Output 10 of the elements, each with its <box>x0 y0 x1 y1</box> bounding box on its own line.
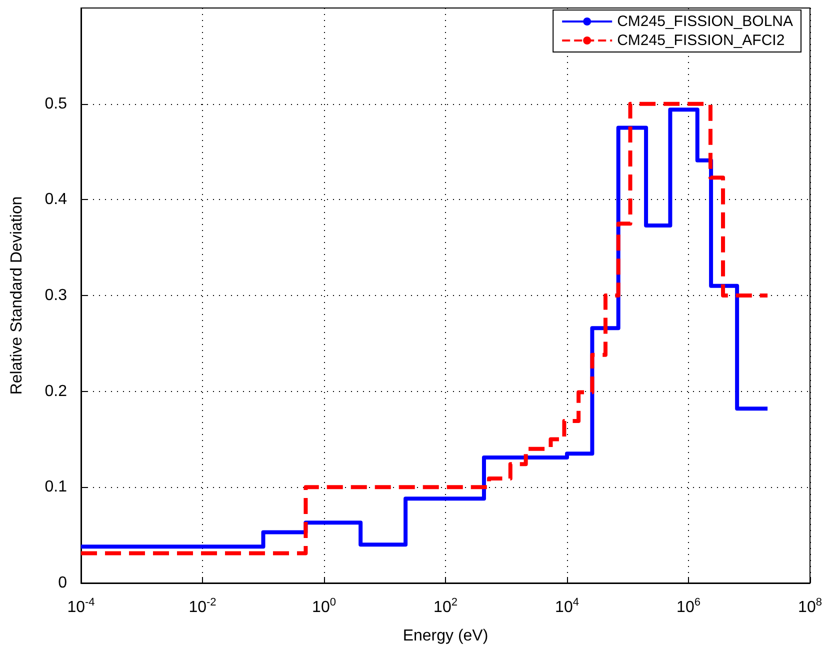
y-tick-label: 0.3 <box>44 287 68 304</box>
y-tick-label: 0.1 <box>44 478 68 496</box>
y-tick-label: 0.4 <box>44 191 68 208</box>
y-tick-label: 0.2 <box>44 382 68 400</box>
legend-label: CM245_FISSION_AFCI2 <box>617 32 785 49</box>
y-tick-label: 0.5 <box>44 95 68 112</box>
legend-label: CM245_FISSION_BOLNA <box>617 13 794 30</box>
y-axis-title: Relative Standard Deviation <box>8 196 26 395</box>
x-axis-title: Energy (eV) <box>402 628 488 644</box>
y-tick-label: 0 <box>58 574 68 592</box>
